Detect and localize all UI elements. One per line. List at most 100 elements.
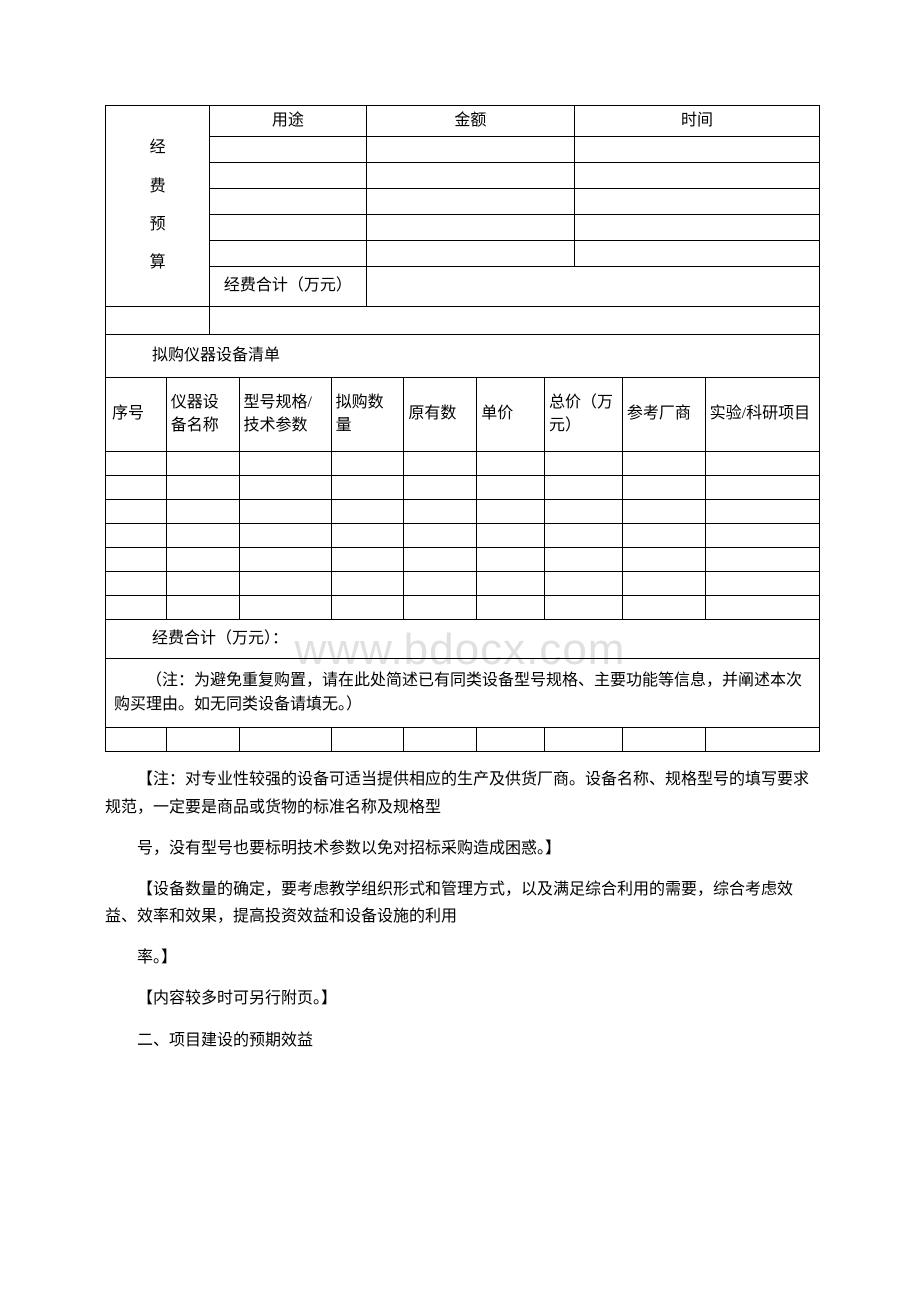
budget-header-amount: 金额 [366, 106, 574, 137]
eq-cell [545, 547, 623, 571]
eq-cell [106, 451, 167, 475]
col-seq: 序号 [106, 378, 167, 452]
eq-cell [106, 523, 167, 547]
budget-row [106, 137, 820, 163]
eq-cell [622, 451, 705, 475]
body-para-3: 【设备数量的确定，要考虑教学组织形式和管理方式，以及满足综合利用的需要，综合考虑… [105, 876, 820, 930]
eq-cell [331, 728, 404, 752]
eq-cell [477, 728, 545, 752]
eq-cell [545, 499, 623, 523]
eq-cell [622, 523, 705, 547]
eq-cell [239, 523, 331, 547]
equipment-row [106, 595, 820, 619]
eq-cell [705, 523, 819, 547]
eq-cell [166, 547, 239, 571]
eq-cell [705, 499, 819, 523]
budget-cell [575, 189, 820, 215]
body-para-4: 率。】 [105, 944, 820, 971]
col-model: 型号规格/技术参数 [239, 378, 331, 452]
eq-cell [705, 475, 819, 499]
side-char-4: 算 [150, 254, 166, 271]
budget-side-label: 经 费 预 算 [106, 106, 210, 307]
eq-cell [477, 451, 545, 475]
page-content: 经 费 预 算 用途 金额 时间 经费合计（万元） [105, 105, 820, 1054]
eq-cell [622, 475, 705, 499]
budget-cell [210, 189, 366, 215]
equipment-table: 拟购仪器设备清单 序号 仪器设备名称 型号规格/技术参数 拟购数量 原有数 单价… [105, 335, 820, 753]
eq-cell [705, 728, 819, 752]
budget-total-label: 经费合计（万元） [210, 267, 366, 306]
eq-cell [404, 547, 477, 571]
equipment-row [106, 547, 820, 571]
equipment-note: （注：为避免重复购置，请在此处简述已有同类设备型号规格、主要功能等信息，并阐述本… [106, 659, 820, 728]
equipment-row [106, 523, 820, 547]
side-char-1: 经 [150, 139, 166, 156]
eq-cell [705, 547, 819, 571]
equipment-row [106, 475, 820, 499]
col-unitprice: 单价 [477, 378, 545, 452]
budget-cell [575, 241, 820, 267]
body-para-2: 号，没有型号也要标明技术参数以免对招标采购造成困惑。】 [105, 835, 820, 862]
eq-cell [404, 499, 477, 523]
eq-cell [705, 571, 819, 595]
budget-table: 经 费 预 算 用途 金额 时间 经费合计（万元） [105, 105, 820, 335]
eq-cell [545, 595, 623, 619]
equipment-row [106, 728, 820, 752]
col-existing: 原有数 [404, 378, 477, 452]
eq-cell [239, 451, 331, 475]
budget-cell [210, 137, 366, 163]
eq-cell [404, 571, 477, 595]
eq-cell [404, 451, 477, 475]
eq-cell [477, 475, 545, 499]
eq-cell [622, 571, 705, 595]
eq-cell [404, 523, 477, 547]
eq-cell [477, 571, 545, 595]
eq-cell [545, 571, 623, 595]
budget-cell [210, 215, 366, 241]
eq-cell [545, 728, 623, 752]
side-char-3: 预 [150, 216, 166, 233]
eq-cell [705, 451, 819, 475]
equipment-title: 拟购仪器设备清单 [106, 335, 820, 378]
eq-cell [477, 595, 545, 619]
eq-cell [545, 451, 623, 475]
eq-cell [166, 451, 239, 475]
body-text-section: 【注：对专业性较强的设备可适当提供相应的生产及供货厂商。设备名称、规格型号的填写… [105, 766, 820, 1054]
budget-cell [575, 137, 820, 163]
body-para-6: 二、项目建设的预期效益 [105, 1027, 820, 1054]
eq-cell [331, 475, 404, 499]
eq-cell [239, 728, 331, 752]
col-vendor: 参考厂商 [622, 378, 705, 452]
budget-cell [366, 137, 574, 163]
budget-cell [366, 241, 574, 267]
eq-cell [331, 571, 404, 595]
budget-row [106, 241, 820, 267]
eq-cell [106, 571, 167, 595]
side-char-2: 费 [150, 178, 166, 195]
eq-cell [331, 451, 404, 475]
eq-cell [705, 595, 819, 619]
equipment-row [106, 571, 820, 595]
eq-cell [404, 728, 477, 752]
budget-header-time: 时间 [575, 106, 820, 137]
budget-row [106, 163, 820, 189]
eq-cell [545, 475, 623, 499]
spacer-row [106, 306, 820, 334]
eq-cell [622, 499, 705, 523]
spacer-cell [210, 306, 820, 334]
eq-cell [622, 595, 705, 619]
eq-cell [106, 475, 167, 499]
eq-cell [106, 547, 167, 571]
budget-cell [210, 241, 366, 267]
eq-cell [331, 523, 404, 547]
eq-cell [404, 475, 477, 499]
eq-cell [477, 547, 545, 571]
equipment-header-row: 序号 仪器设备名称 型号规格/技术参数 拟购数量 原有数 单价 总价（万元） 参… [106, 378, 820, 452]
equipment-total-row: 经费合计（万元）： [106, 619, 820, 658]
body-para-5: 【内容较多时可另行附页。】 [105, 985, 820, 1012]
equipment-title-row: 拟购仪器设备清单 [106, 335, 820, 378]
eq-cell [166, 499, 239, 523]
col-qty: 拟购数量 [331, 378, 404, 452]
budget-cell [575, 163, 820, 189]
budget-header-purpose: 用途 [210, 106, 366, 137]
